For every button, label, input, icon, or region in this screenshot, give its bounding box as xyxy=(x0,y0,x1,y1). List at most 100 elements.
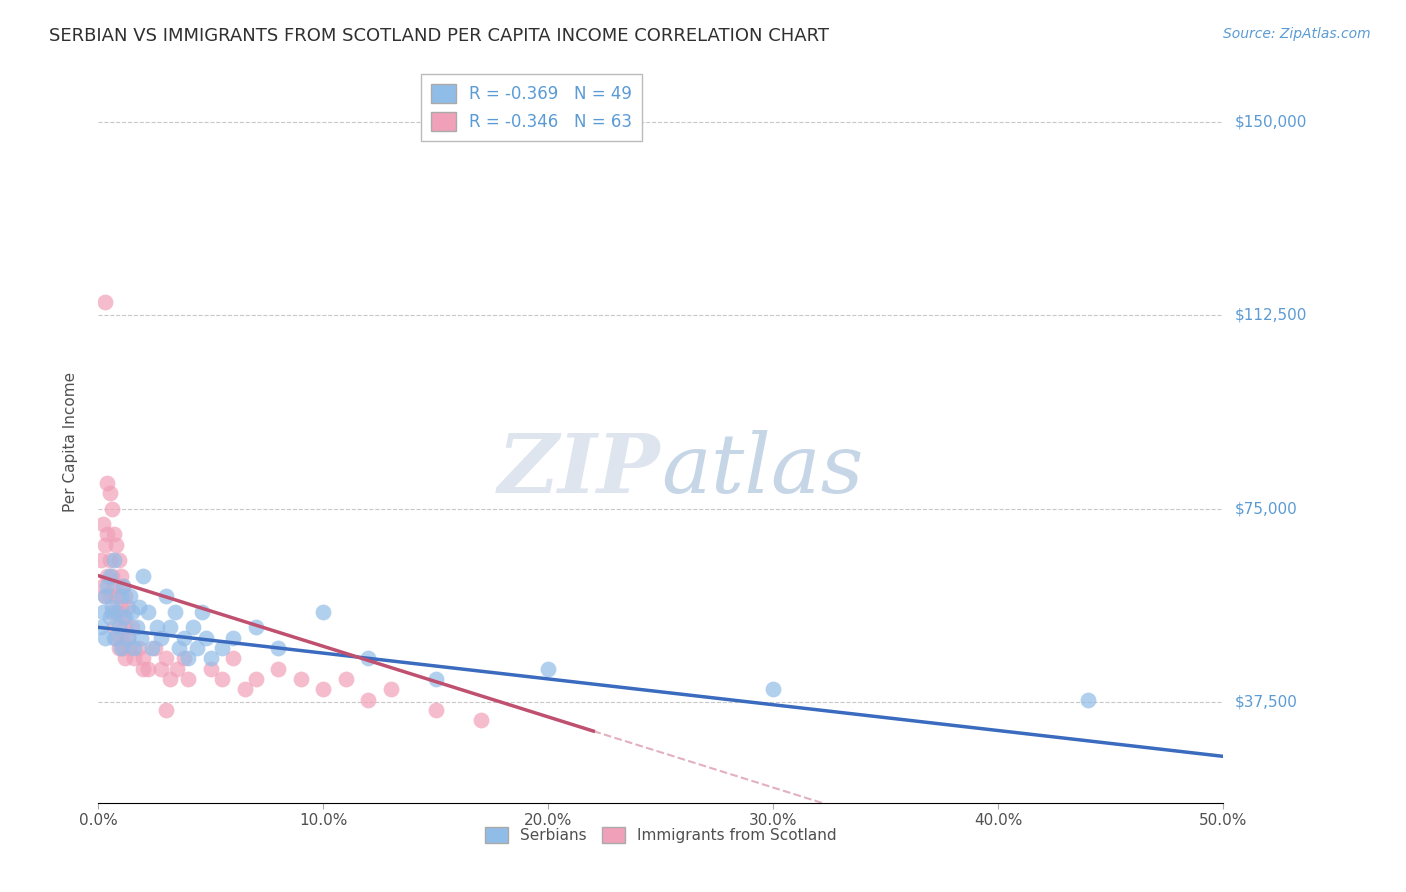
Point xyxy=(105,605,128,619)
Point xyxy=(91,579,114,593)
Point xyxy=(211,672,233,686)
Point xyxy=(118,590,141,604)
Text: Source: ZipAtlas.com: Source: ZipAtlas.com xyxy=(1223,27,1371,41)
Point xyxy=(98,590,121,604)
Point xyxy=(245,620,267,634)
Point xyxy=(90,620,112,634)
Text: $112,500: $112,500 xyxy=(1234,308,1306,323)
Point xyxy=(94,538,117,552)
Point xyxy=(173,631,195,645)
Point xyxy=(128,640,150,655)
Point xyxy=(94,590,117,604)
Point xyxy=(114,651,136,665)
Point xyxy=(105,631,128,645)
Point xyxy=(124,651,146,665)
Point xyxy=(1077,692,1099,706)
Point xyxy=(96,568,118,582)
Point xyxy=(380,682,402,697)
Text: SERBIAN VS IMMIGRANTS FROM SCOTLAND PER CAPITA INCOME CORRELATION CHART: SERBIAN VS IMMIGRANTS FROM SCOTLAND PER … xyxy=(49,27,830,45)
Point xyxy=(118,640,141,655)
Point xyxy=(117,631,139,645)
Point xyxy=(173,651,195,665)
Point xyxy=(211,640,233,655)
Point xyxy=(121,605,143,619)
Point xyxy=(177,651,200,665)
Point xyxy=(94,631,117,645)
Point xyxy=(312,605,335,619)
Point xyxy=(114,620,136,634)
Point xyxy=(146,620,169,634)
Point xyxy=(117,631,139,645)
Point xyxy=(105,590,128,604)
Point xyxy=(110,590,132,604)
Point xyxy=(163,605,186,619)
Point xyxy=(107,620,129,634)
Point xyxy=(124,640,146,655)
Point xyxy=(155,590,177,604)
Point xyxy=(159,672,181,686)
Point xyxy=(105,538,128,552)
Point xyxy=(150,662,173,676)
Point xyxy=(159,620,181,634)
Point xyxy=(98,486,121,500)
Point xyxy=(96,579,118,593)
Point xyxy=(101,605,124,619)
Point xyxy=(136,605,159,619)
Point xyxy=(114,590,136,604)
Point xyxy=(762,682,785,697)
Point xyxy=(98,610,121,624)
Point xyxy=(128,599,150,614)
Point xyxy=(245,672,267,686)
Point xyxy=(169,640,191,655)
Point xyxy=(177,672,200,686)
Point xyxy=(200,651,222,665)
Text: $150,000: $150,000 xyxy=(1234,114,1306,129)
Point xyxy=(91,605,114,619)
Y-axis label: Per Capita Income: Per Capita Income xyxy=(63,371,77,512)
Point xyxy=(290,672,312,686)
Point xyxy=(155,703,177,717)
Point xyxy=(107,640,129,655)
Text: $37,500: $37,500 xyxy=(1234,695,1298,710)
Point xyxy=(136,662,159,676)
Point xyxy=(155,651,177,665)
Point xyxy=(125,620,148,634)
Point xyxy=(103,527,125,541)
Point xyxy=(470,713,492,727)
Point xyxy=(200,662,222,676)
Point xyxy=(121,620,143,634)
Point xyxy=(110,568,132,582)
Point xyxy=(90,553,112,567)
Point xyxy=(112,579,135,593)
Point xyxy=(129,631,152,645)
Point xyxy=(91,517,114,532)
Point xyxy=(537,662,560,676)
Point xyxy=(233,682,256,697)
Text: atlas: atlas xyxy=(661,431,863,510)
Legend: Serbians, Immigrants from Scotland: Serbians, Immigrants from Scotland xyxy=(479,822,842,849)
Point xyxy=(222,651,245,665)
Point xyxy=(143,640,166,655)
Point xyxy=(107,553,129,567)
Point xyxy=(357,651,380,665)
Point xyxy=(98,553,121,567)
Point xyxy=(222,631,245,645)
Point xyxy=(267,640,290,655)
Point xyxy=(312,682,335,697)
Text: $75,000: $75,000 xyxy=(1234,501,1298,516)
Point xyxy=(110,640,132,655)
Point xyxy=(96,527,118,541)
Point xyxy=(94,590,117,604)
Point xyxy=(103,620,125,634)
Point xyxy=(101,568,124,582)
Point xyxy=(132,568,155,582)
Point xyxy=(195,631,218,645)
Point xyxy=(96,475,118,490)
Point xyxy=(98,568,121,582)
Point xyxy=(101,501,124,516)
Point xyxy=(114,610,136,624)
Point xyxy=(357,692,380,706)
Point xyxy=(267,662,290,676)
Point xyxy=(181,620,204,634)
Point xyxy=(110,599,132,614)
